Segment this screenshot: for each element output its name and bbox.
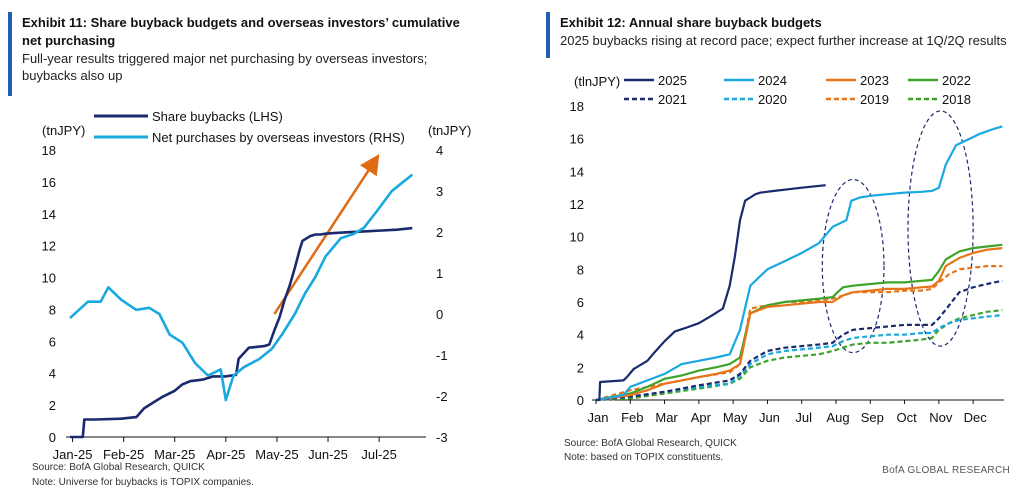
right-tick-label: -3 [436, 430, 448, 445]
y-tick-label: 2 [577, 360, 584, 375]
y-tick-label: 10 [570, 230, 584, 245]
y-tick-label: 18 [570, 99, 584, 114]
left-tick-label: 10 [42, 271, 56, 286]
y-tick-label: 0 [577, 393, 584, 408]
exhibit-12-title-block: Exhibit 12: Annual share buyback budgets… [560, 14, 1020, 49]
series-line-2025 [596, 184, 826, 402]
exhibit-12-panel: Exhibit 12: Annual share buyback budgets… [546, 0, 1024, 494]
x-tick-label: Jun-25 [308, 447, 348, 460]
left-tick-label: 18 [42, 143, 56, 158]
x-tick-label: Jul-25 [361, 447, 396, 460]
left-tick-label: 8 [49, 302, 56, 317]
x-tick-label: Apr [691, 410, 712, 425]
legend-label: 2020 [758, 92, 787, 107]
right-tick-label: 2 [436, 225, 443, 240]
series-line-2019 [595, 265, 1003, 402]
series-line-net-purchases [69, 173, 414, 402]
x-tick-label: Sep [861, 410, 884, 425]
exhibit-12-subtitle: 2025 buybacks rising at record pace; exp… [560, 33, 1007, 48]
series-line-2023 [595, 247, 1003, 402]
highlight-ellipse [821, 178, 885, 354]
x-tick-label: Mar-25 [154, 447, 195, 460]
x-tick-label: May-25 [255, 447, 298, 460]
series-line-share-buybacks [70, 226, 413, 439]
legend-label: 2021 [658, 92, 687, 107]
left-tick-label: 4 [49, 366, 56, 381]
left-axis-unit: (tnJPY) [42, 123, 85, 138]
legend-label: 2018 [942, 92, 971, 107]
right-tick-label: 1 [436, 266, 443, 281]
x-tick-label: Feb [621, 410, 643, 425]
legend-label: Share buybacks (LHS) [152, 109, 283, 124]
exhibit-11-title-block: Exhibit 11: Share buyback budgets and ov… [22, 14, 472, 84]
y-tick-label: 8 [577, 262, 584, 277]
exhibit-11-source: Source: BofA Global Research, QUICK [32, 462, 205, 473]
series-line-2021 [595, 279, 1003, 402]
legend-label: Net purchases by overseas investors (RHS… [152, 130, 405, 145]
x-tick-label: Feb-25 [103, 447, 144, 460]
right-axis-unit: (tnJPY) [428, 123, 471, 138]
exhibit-12-source: Source: BofA Global Research, QUICK [564, 438, 737, 449]
series-line-2024 [595, 125, 1003, 402]
exhibit-11-chart: (tnJPY) (tnJPY)024681012141618-3-2-101234… [42, 109, 472, 460]
x-tick-label: Apr-25 [206, 447, 245, 460]
y-tick-label: 6 [577, 295, 584, 310]
x-tick-label: Jul [795, 410, 812, 425]
exhibit-12-title: Exhibit 12: Annual share buyback budgets [560, 15, 822, 30]
legend-label: 2023 [860, 73, 889, 88]
exhibit-11-subtitle: Full-year results triggered major net pu… [22, 51, 428, 83]
legend-label: 2022 [942, 73, 971, 88]
exhibit-11-panel: Exhibit 11: Share buyback budgets and ov… [8, 0, 478, 494]
left-tick-label: 12 [42, 239, 56, 254]
trend-arrow [273, 154, 380, 315]
y-tick-label: 14 [570, 164, 584, 179]
exhibit-12-accent-bar [546, 12, 550, 58]
exhibit-11-note: Note: Universe for buybacks is TOPIX com… [32, 477, 254, 488]
x-tick-label: Aug [826, 410, 849, 425]
x-tick-label: Jan [588, 410, 609, 425]
x-tick-label: Jan-25 [53, 447, 93, 460]
legend-label: 2024 [758, 73, 787, 88]
right-tick-label: 0 [436, 307, 443, 322]
left-tick-label: 16 [42, 175, 56, 190]
series-line-2022 [595, 243, 1003, 402]
legend-label: 2019 [860, 92, 889, 107]
right-tick-label: 3 [436, 184, 443, 199]
x-tick-label: Nov [929, 410, 953, 425]
left-tick-label: 14 [42, 207, 56, 222]
series-line-2020 [595, 314, 1003, 402]
exhibit-12-chart: (tlnJPY) 0 2 4 6 8 10 12 14 16 18 Jan Feb Mar Apr May Ju… [570, 73, 1004, 425]
right-tick-label: -1 [436, 348, 448, 363]
x-tick-label: Mar [655, 410, 678, 425]
y-tick-label: 12 [570, 197, 584, 212]
exhibit-11-accent-bar [8, 12, 12, 96]
x-tick-label: Oct [896, 410, 917, 425]
x-tick-label: Jun [759, 410, 780, 425]
left-tick-label: 6 [49, 334, 56, 349]
exhibit-12-note: Note: based on TOPIX constituents. [564, 452, 724, 463]
exhibit-11-title: Exhibit 11: Share buyback budgets and ov… [22, 15, 460, 48]
y-tick-label: 16 [570, 132, 584, 147]
y-axis-unit: (tlnJPY) [574, 74, 620, 89]
legend-label: 2025 [658, 73, 687, 88]
left-tick-label: 2 [49, 398, 56, 413]
left-tick-label: 0 [49, 430, 56, 445]
x-tick-label: May [723, 410, 748, 425]
right-tick-label: 4 [436, 143, 443, 158]
x-tick-label: Dec [964, 410, 988, 425]
right-tick-label: -2 [436, 389, 448, 404]
brand-label: BofA GLOBAL RESEARCH [882, 465, 1010, 476]
y-tick-label: 4 [577, 328, 584, 343]
highlight-ellipse [907, 110, 974, 347]
